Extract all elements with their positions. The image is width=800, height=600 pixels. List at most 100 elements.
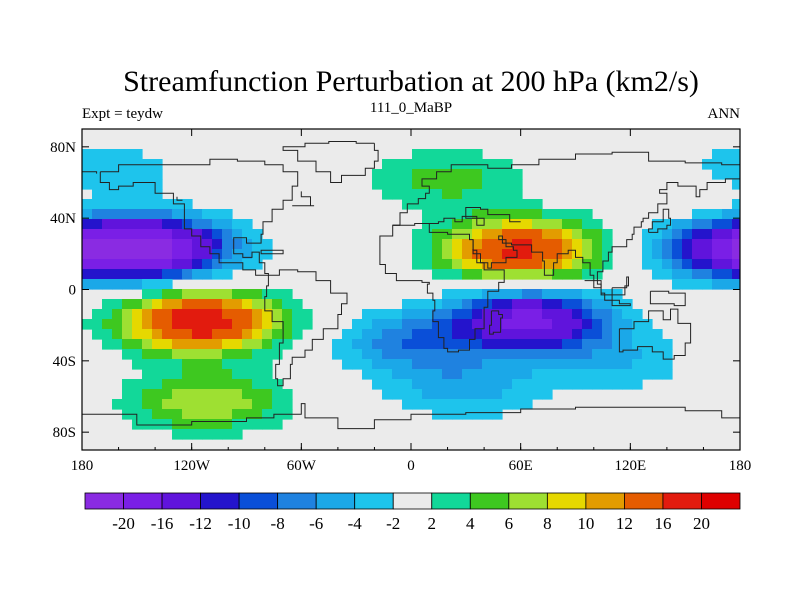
field-cell [632, 339, 643, 350]
field-cell [182, 359, 193, 370]
field-cell [362, 369, 373, 380]
field-cell [492, 359, 503, 370]
field-cell [162, 349, 173, 360]
field-cell [472, 259, 483, 270]
field-cell [192, 219, 203, 230]
field-cell [132, 229, 143, 240]
field-cell [582, 349, 593, 360]
field-cell [182, 219, 193, 230]
coastline-segment [611, 276, 629, 296]
field-cell [152, 259, 163, 270]
colorbar-label: -10 [228, 514, 251, 533]
field-cell [162, 339, 173, 350]
field-cell [472, 389, 483, 400]
field-cell [512, 389, 523, 400]
field-cell [522, 229, 533, 240]
field-cell [662, 249, 673, 260]
field-cell [352, 339, 363, 350]
colorbar-box [84, 492, 124, 510]
field-cell [492, 219, 503, 230]
field-cell [552, 319, 563, 330]
field-cell [222, 209, 233, 220]
field-cell [222, 359, 233, 370]
field-cell [162, 409, 173, 420]
field-cell [492, 189, 503, 200]
field-cell [702, 259, 713, 270]
field-cell [702, 239, 713, 250]
field-cell [582, 239, 593, 250]
y-tick-label: 40S [53, 354, 76, 370]
field-cell [422, 369, 433, 380]
field-cell [342, 349, 353, 360]
field-cell [482, 199, 493, 210]
field-cell [402, 169, 413, 180]
field-cell [462, 249, 473, 260]
field-cell [402, 329, 413, 340]
field-cell [92, 329, 103, 340]
field-cell [232, 399, 243, 410]
field-cell [702, 159, 713, 170]
field-cell [492, 229, 503, 240]
field-cell [402, 159, 413, 170]
field-cell [662, 219, 673, 230]
field-cell [652, 339, 663, 350]
field-cell [662, 369, 673, 380]
field-cell [262, 299, 273, 310]
field-cell [542, 259, 553, 270]
coastline-segment [489, 310, 503, 335]
field-cell [432, 149, 443, 160]
field-cell [122, 239, 133, 250]
x-tick-label: 0 [407, 458, 415, 474]
field-cell [122, 259, 133, 270]
field-cell [482, 269, 493, 280]
field-cell [152, 189, 163, 200]
field-cell [492, 199, 503, 210]
field-cell [472, 199, 483, 210]
coastline-segment [260, 249, 284, 255]
field-cell [382, 169, 393, 180]
field-cell [262, 399, 273, 410]
colorbar-label: 20 [693, 514, 710, 533]
field-cell [352, 329, 363, 340]
field-cell [632, 359, 643, 370]
field-cell [172, 409, 183, 420]
field-cell [612, 339, 623, 350]
field-cell [542, 349, 553, 360]
field-cell [442, 199, 453, 210]
field-cell [262, 379, 273, 390]
field-cell [622, 349, 633, 360]
field-cell [252, 379, 263, 390]
field-cell [132, 389, 143, 400]
field-cell [732, 279, 740, 290]
field-cell [92, 319, 103, 330]
field-cell [122, 349, 133, 360]
x-tick-label: 180 [729, 458, 752, 474]
field-cell [182, 409, 193, 420]
field-cell [472, 409, 483, 420]
field-cell [282, 299, 293, 310]
field-cell [252, 259, 263, 270]
field-cell [462, 259, 473, 270]
field-cell [192, 309, 203, 320]
field-cell [522, 269, 533, 280]
field-cell [552, 329, 563, 340]
field-cell [712, 229, 723, 240]
field-cell [162, 389, 173, 400]
field-cell [512, 259, 523, 270]
field-cell [532, 339, 543, 350]
field-cell [442, 349, 453, 360]
field-cell [402, 399, 413, 410]
field-cell [522, 329, 533, 340]
field-cell [542, 379, 553, 390]
field-cell [412, 399, 423, 410]
field-cell [472, 339, 483, 350]
field-cell [562, 359, 573, 370]
field-cell [492, 379, 503, 390]
field-cell [222, 349, 233, 360]
field-cell [172, 349, 183, 360]
field-cell [202, 249, 213, 260]
field-cell [562, 299, 573, 310]
field-cell [212, 419, 223, 430]
field-cell [392, 169, 403, 180]
field-cell [262, 369, 273, 380]
